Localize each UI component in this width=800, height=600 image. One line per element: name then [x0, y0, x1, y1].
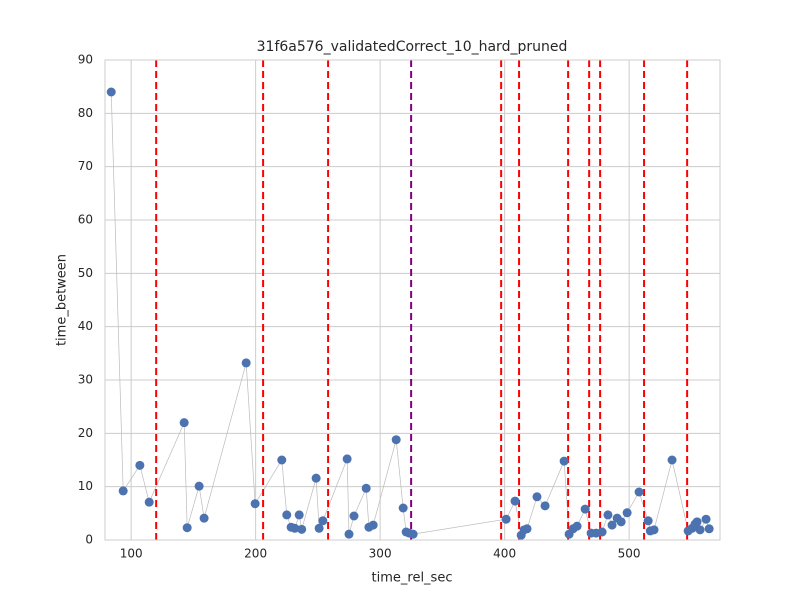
y-tick-label: 80: [78, 106, 93, 120]
y-tick-label: 50: [78, 266, 93, 280]
point: [580, 504, 590, 514]
point: [297, 524, 307, 534]
point: [398, 503, 408, 513]
point: [616, 517, 626, 527]
point: [182, 523, 192, 533]
point: [179, 418, 189, 428]
point: [277, 455, 287, 465]
point: [695, 525, 705, 535]
point: [135, 460, 145, 470]
point: [501, 514, 511, 524]
y-tick-label: 40: [78, 319, 93, 333]
grid-layer: [105, 59, 720, 541]
x-tick-label: 400: [493, 547, 516, 561]
point: [194, 481, 204, 491]
point: [344, 529, 354, 539]
point: [118, 486, 128, 496]
point: [368, 520, 378, 530]
point: [144, 497, 154, 507]
point: [643, 516, 653, 526]
x-tick-label: 200: [244, 547, 267, 561]
point: [540, 501, 550, 511]
point: [342, 454, 352, 464]
x-tick-label: 300: [369, 547, 392, 561]
connector-line: [110, 91, 710, 537]
point: [532, 492, 542, 502]
x-axis-label: time_rel_sec: [372, 571, 453, 586]
point: [250, 499, 260, 509]
point: [510, 496, 520, 506]
y-tick-label: 20: [78, 426, 93, 440]
point: [649, 525, 659, 535]
point: [391, 435, 401, 445]
point: [607, 520, 617, 530]
mark-layer: [106, 60, 714, 540]
point: [290, 523, 300, 533]
y-axis-label: time_between: [55, 254, 70, 346]
y-tick-label: 90: [78, 53, 93, 67]
x-tick-label: 500: [618, 547, 641, 561]
point: [106, 87, 116, 97]
y-tick-label: 0: [85, 533, 93, 547]
point: [667, 455, 677, 465]
point: [349, 511, 359, 521]
point: [701, 514, 711, 524]
point: [522, 524, 532, 534]
point: [361, 483, 371, 493]
point: [314, 523, 324, 533]
point: [294, 510, 304, 520]
point: [572, 521, 582, 531]
y-tick-label: 60: [78, 213, 93, 227]
point: [408, 529, 418, 539]
point: [318, 516, 328, 526]
point: [692, 517, 702, 527]
point: [311, 473, 321, 483]
y-tick-label: 10: [78, 479, 93, 493]
point: [704, 524, 714, 534]
point: [241, 358, 251, 368]
point: [559, 456, 569, 466]
point: [282, 510, 292, 520]
point: [199, 513, 209, 523]
x-tick-label: 100: [120, 547, 143, 561]
point: [603, 510, 613, 520]
plot-frame: [104, 59, 721, 541]
point: [634, 487, 644, 497]
y-tick-label: 30: [78, 373, 93, 387]
chart-title: 31f6a576_validatedCorrect_10_hard_pruned: [257, 39, 568, 55]
point: [597, 527, 607, 537]
y-tick-label: 70: [78, 159, 93, 173]
point: [622, 508, 632, 518]
